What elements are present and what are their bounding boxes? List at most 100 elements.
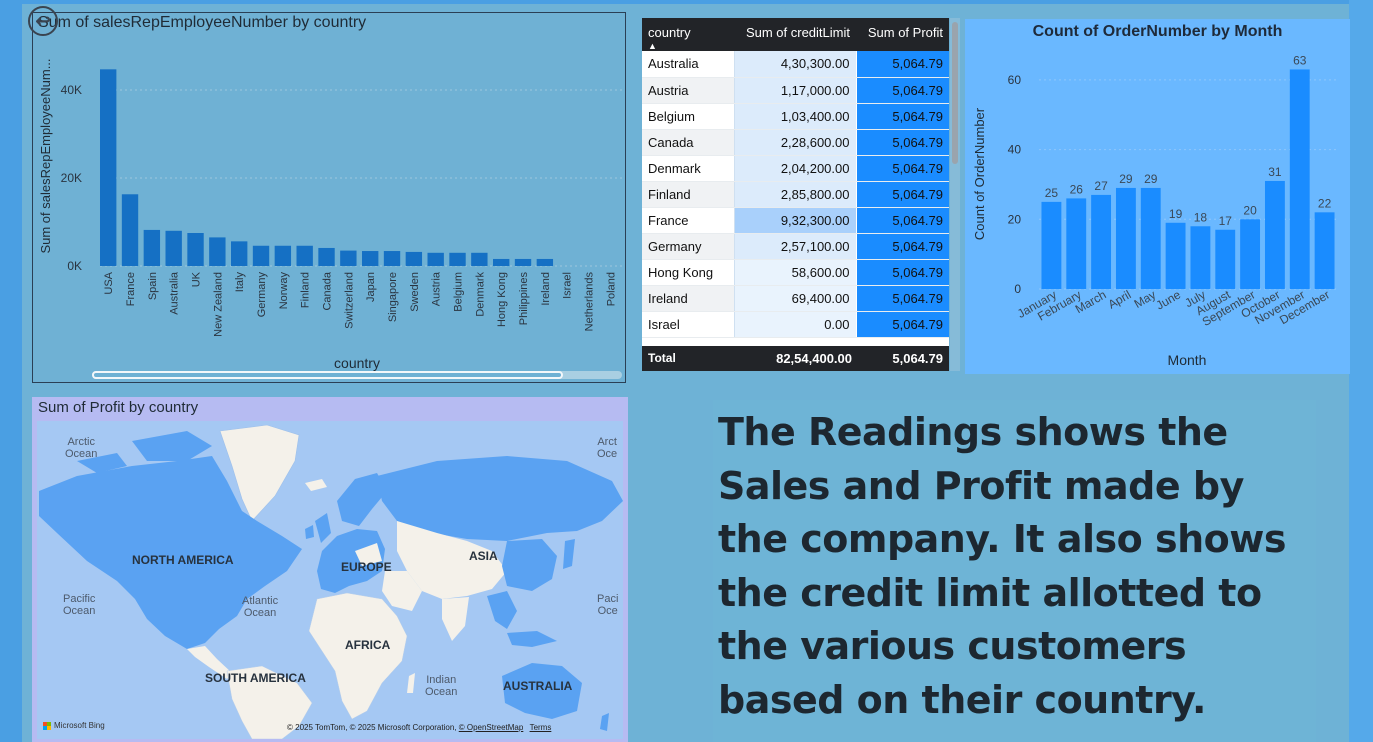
map-region-asia: ASIA (469, 549, 498, 563)
cell-country: France (642, 207, 734, 234)
bar (143, 229, 161, 266)
x-tick-label: April (1106, 287, 1134, 311)
y-axis-title: Sum of salesRepEmployeeNum... (38, 58, 53, 253)
openstreetmap-link[interactable]: © OpenStreetMap (458, 723, 524, 732)
x-tick-label: Poland (605, 272, 617, 306)
cell-credit-limit: 0.00 (733, 311, 856, 338)
bar (121, 194, 139, 266)
cell-profit: 5,064.79 (855, 77, 949, 104)
y-tick-label: 60 (1008, 73, 1022, 87)
back-arrow-icon[interactable]: ↩ (28, 6, 58, 36)
data-label: 29 (1144, 172, 1158, 186)
y-axis-title: Count of OrderNumber (972, 107, 987, 240)
total-profit: 5,064.79 (892, 351, 943, 366)
cell-profit: 5,064.79 (855, 285, 949, 312)
y-tick-label: 0K (67, 259, 82, 273)
table-total-row: Total 82,54,400.00 5,064.79 (642, 346, 949, 371)
bar (471, 252, 488, 266)
map-region-south-america: SOUTH AMERICA (205, 671, 306, 685)
world-map[interactable]: Arctic Ocean Arct Oce Pacific Ocean Paci… (37, 421, 623, 739)
chart-scrollbar-thumb[interactable] (92, 371, 563, 379)
credit-profit-table: country ▲ Sum of creditLimit Sum of Profi… (642, 18, 949, 371)
bar (100, 69, 117, 266)
cell-credit-limit: 2,04,200.00 (733, 155, 856, 182)
table-row[interactable]: Belgium 1,03,400.00 5,064.79 (642, 103, 949, 130)
cell-credit-limit: 1,03,400.00 (733, 103, 856, 130)
map-copyright: © 2025 TomTom, © 2025 Microsoft Corporat… (287, 723, 457, 732)
x-tick-label: Japan (365, 272, 377, 302)
data-label: 22 (1318, 196, 1332, 210)
data-label: 29 (1119, 172, 1133, 186)
cell-credit-limit: 58,600.00 (733, 259, 856, 286)
table-row[interactable]: Denmark 2,04,200.00 5,064.79 (642, 155, 949, 182)
x-tick-label: Belgium (453, 272, 465, 312)
map-label-arctic-ocean-right: Arct Oce (597, 436, 618, 460)
column-header-country[interactable]: country ▲ (642, 18, 734, 51)
x-tick-label: Germany (256, 272, 268, 318)
x-tick-label: USA (103, 271, 115, 294)
table-row[interactable]: Ireland 69,400.00 5,064.79 (642, 285, 949, 312)
bar (1190, 226, 1211, 289)
x-tick-label: Canada (322, 271, 334, 310)
bar (1215, 229, 1236, 289)
map-provider-label: Microsoft Bing (54, 721, 105, 730)
bar (1289, 69, 1310, 289)
x-tick-label: Finland (300, 272, 312, 308)
table-row[interactable]: Canada 2,28,600.00 5,064.79 (642, 129, 949, 156)
summary-text: The Readings shows the Sales and Profit … (718, 410, 1286, 722)
table-row[interactable]: Finland 2,85,800.00 5,064.79 (642, 181, 949, 208)
order-month-chart-panel[interactable]: Count of OrderNumber by Month 0 20 40 60 25 J… (965, 19, 1350, 374)
bar (362, 251, 379, 266)
table-row[interactable]: Israel 0.00 5,064.79 (642, 311, 949, 338)
table-row[interactable]: Australia 4,30,300.00 5,064.79 (642, 51, 949, 78)
cell-profit: 5,064.79 (855, 311, 949, 338)
cell-country: Austria (642, 77, 734, 104)
map-label-pacific-ocean-right: Paci Oce (597, 593, 619, 617)
bar (1091, 194, 1112, 289)
order-month-chart: 020406025January26February27March29April… (972, 53, 1337, 368)
bar (296, 245, 313, 266)
bar (318, 247, 335, 266)
sales-rep-chart: 0K 20K 40K USA France Spain Australia UK New Zea… (38, 58, 624, 371)
cell-country: Canada (642, 129, 734, 156)
x-tick-label: Italy (234, 272, 246, 293)
cell-credit-limit: 69,400.00 (733, 285, 856, 312)
y-tick-label: 20K (61, 171, 82, 185)
column-header-profit[interactable]: Sum of Profit (856, 18, 949, 51)
map-label-arctic-ocean: Arctic Ocean (65, 436, 98, 460)
profit-map-panel[interactable]: Sum of Profit by country (32, 397, 628, 742)
x-tick-label: France (125, 272, 137, 306)
cell-profit: 5,064.79 (855, 259, 949, 286)
map-region-europe: EUROPE (341, 560, 392, 574)
x-tick-label: Austria (431, 271, 443, 306)
y-tick-label: 0 (1014, 282, 1021, 296)
column-header-credit-limit[interactable]: Sum of creditLimit (734, 18, 856, 51)
table-row[interactable]: Germany 2,57,100.00 5,064.79 (642, 233, 949, 260)
table-scrollbar-thumb[interactable] (952, 22, 958, 164)
bing-logo: Microsoft Bing (43, 721, 105, 730)
x-tick-label: Ireland (540, 272, 552, 306)
bar (187, 233, 204, 266)
order-month-chart-title: Count of OrderNumber by Month (1032, 23, 1283, 40)
bar (383, 251, 401, 266)
x-tick-label: Philippines (518, 272, 530, 326)
table-row[interactable]: France 9,32,300.00 5,064.79 (642, 207, 949, 234)
cell-credit-limit: 2,85,800.00 (733, 181, 856, 208)
table-row[interactable]: Hong Kong 58,600.00 5,064.79 (642, 259, 949, 286)
cell-country: Denmark (642, 155, 734, 182)
table-row[interactable]: Austria 1,17,000.00 5,064.79 (642, 77, 949, 104)
map-label-indian-ocean: Indian Ocean (425, 674, 458, 698)
bar (514, 258, 532, 266)
terms-link[interactable]: Terms (529, 723, 552, 732)
data-label: 17 (1219, 214, 1233, 228)
sales-rep-chart-title: Sum of salesRepEmployeeNumber by country (38, 14, 367, 31)
cell-country: Israel (642, 311, 734, 338)
cell-country: Finland (642, 181, 734, 208)
cell-country: Ireland (642, 285, 734, 312)
x-tick-label: Singapore (387, 272, 399, 322)
table-scrollbar-track[interactable] (950, 18, 960, 371)
summary-text-box: The Readings shows the Sales and Profit … (713, 400, 1316, 742)
bar (449, 252, 466, 266)
sort-ascending-icon[interactable]: ▲ (648, 41, 657, 51)
x-tick-label: Switzerland (343, 272, 355, 329)
